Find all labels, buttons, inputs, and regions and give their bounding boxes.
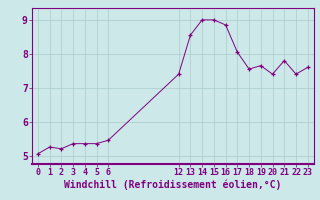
X-axis label: Windchill (Refroidissement éolien,°C): Windchill (Refroidissement éolien,°C): [64, 180, 282, 190]
